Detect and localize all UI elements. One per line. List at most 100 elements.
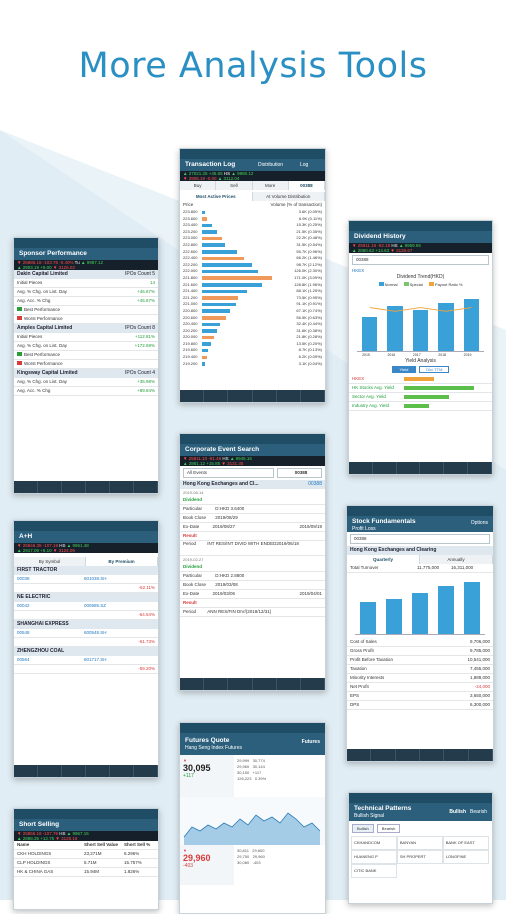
ah-stock-name[interactable]: SHANGHAI EXPRESS xyxy=(14,620,158,629)
row: Avg. % Chg. on List. Day +172.69% xyxy=(14,342,158,351)
view-tabs[interactable]: Most Active Prices At Volume Distribution xyxy=(180,192,325,201)
ah-stock-name[interactable]: NE ELECTRIC xyxy=(14,593,158,602)
ah-stock-name[interactable]: FIRST TRACTOR xyxy=(14,566,158,575)
pattern-item[interactable]: SH PROPERT xyxy=(396,850,443,864)
price-label: 221.000 xyxy=(183,301,198,307)
volume-bar xyxy=(202,276,272,280)
div-ttm-tab[interactable]: Div/ TTM xyxy=(419,366,450,373)
volume-label: 8.7K (0.13%) xyxy=(298,347,322,353)
short-row[interactable]: CKH HOLDINGS 23,271M 6.296% xyxy=(14,850,158,859)
search-input[interactable]: 00388 xyxy=(352,255,489,265)
short-name: HK & CHINA GAS xyxy=(17,869,54,874)
bottom-nav[interactable] xyxy=(349,462,492,474)
transaction-title: Transaction Log Distribution Log xyxy=(180,159,325,171)
volume-label: 6.9K (0.11%) xyxy=(298,215,322,221)
short-pct: 6.296% xyxy=(124,851,140,856)
turnover-chart xyxy=(355,576,485,635)
metric-row: Total Turnover 11,775,000 16,311,000 xyxy=(347,564,493,573)
corporate-event-card[interactable]: Corporate Event Search ▼ 25811.10 -81.48… xyxy=(179,433,326,691)
price-label: 221.600 xyxy=(183,281,198,287)
futures-change-2: -403 xyxy=(183,863,194,869)
volume-row: 220.200 31.6K (0.38%) xyxy=(180,328,325,335)
sponsor-firm-2[interactable]: Amples Capital Limited IPOs Count 8 xyxy=(14,324,158,333)
pattern-item[interactable]: CITIC BANK xyxy=(351,864,397,878)
technical-patterns-card[interactable]: Technical Patterns Bullish Signal Bullish B… xyxy=(348,792,493,904)
volume-row: 219.400 6.2K (0.09%) xyxy=(180,354,325,361)
volume-bar xyxy=(202,256,244,261)
short-row[interactable]: CLP HOLDINGS 5.71M 15.757% xyxy=(14,859,158,868)
transaction-log-card[interactable]: Transaction Log Distribution Log ▲ 27021.2… xyxy=(179,148,326,403)
signal-tab[interactable]: Bearish xyxy=(376,824,401,833)
volume-row: 220.600 56.5K (0.63%) xyxy=(180,315,325,322)
period-tabs[interactable]: Quarterly Annually xyxy=(347,555,493,564)
premium-value: -59.20% xyxy=(138,666,155,671)
status-bar xyxy=(14,521,158,531)
pattern-item[interactable]: LONGFINE xyxy=(442,850,489,864)
stock-fundamentals-card[interactable]: Stock Fundamentals Profit Loss Options 003… xyxy=(346,505,494,762)
dividend-bar xyxy=(412,310,429,351)
ah-codes: 00548 600548.SH xyxy=(14,629,158,638)
ah-stock-name[interactable]: ZHENGZHOU COAL xyxy=(14,647,158,656)
price-label: 223.200 xyxy=(183,228,198,234)
h-share-code: 00042 xyxy=(17,603,30,608)
index-ticker: ▼ 25866.18 -107.76 HS ▲ 9967.15 ▲ 2888.35… xyxy=(14,831,158,841)
price-label: 223.000 xyxy=(183,235,198,241)
turnover-bar xyxy=(386,599,402,634)
signal-tab[interactable]: Bullish xyxy=(352,824,374,833)
event-row: Book Close 2019/08/29 xyxy=(180,514,325,523)
volume-bar xyxy=(202,243,226,247)
volume-bar xyxy=(202,223,212,228)
dividend-bar xyxy=(463,298,479,351)
dividend-bar xyxy=(438,302,454,351)
volume-label: 22.2K (0.48%) xyxy=(296,235,322,241)
short-pct: 1.826% xyxy=(124,869,140,874)
bottom-nav[interactable] xyxy=(347,749,493,761)
bottom-nav[interactable] xyxy=(180,390,325,402)
futures-card[interactable]: Futures Quote Hang Seng Index Futures Futu… xyxy=(179,722,326,914)
row-value: 10,541,000 xyxy=(467,657,490,662)
volume-bar xyxy=(202,283,262,287)
volume-row: 223.800 3.6K (0.05%) xyxy=(180,209,325,216)
volume-row: 222.000 126.0K (2.30%) xyxy=(180,268,325,275)
chart-title: Dividend Trend(HKD) xyxy=(396,274,445,280)
status-bar xyxy=(14,809,158,819)
futures-chart xyxy=(180,797,325,845)
turnover-bar xyxy=(412,593,428,634)
event-row: Period ANN RES/FIN DIV/(2018/12/31) xyxy=(180,608,325,617)
a-h-card[interactable]: A+H ▼ 25846.35 -107.19 HS ▲ 9961.48 ▲ 291… xyxy=(13,520,159,778)
short-selling-card[interactable]: Short Selling ▼ 25866.18 -107.76 HS ▲ 99… xyxy=(13,808,159,910)
pattern-item[interactable]: HUANENG P xyxy=(351,850,397,864)
bottom-nav[interactable] xyxy=(14,765,158,777)
row-value: 1,889,000 xyxy=(469,675,490,680)
year-label: 2018 xyxy=(438,353,447,357)
pattern-item[interactable]: BANK OF EAST xyxy=(442,836,489,850)
sponsor-firm-3[interactable]: Kingsway Capital Limited IPOs Count 4 xyxy=(14,369,158,378)
year-label: 2017 xyxy=(412,353,421,357)
price-label: 220.800 xyxy=(183,307,198,313)
bottom-nav[interactable] xyxy=(180,678,325,690)
event-type: Result xyxy=(180,599,325,608)
sort-tabs[interactable]: By Symbol By Premium xyxy=(14,557,158,566)
yield-tab[interactable]: Yield xyxy=(391,366,417,373)
sponsor-performance-card[interactable]: Sponsor Performance ▼ 25886.18 -103.76 -… xyxy=(13,237,159,494)
row: Avg. Acc. % Chg +89.84% xyxy=(14,387,158,396)
volume-row: 223.000 22.2K (0.48%) xyxy=(180,235,325,242)
code-input[interactable]: 00388 xyxy=(277,468,322,478)
ah-premium: -62.11% xyxy=(14,584,158,593)
event-filter[interactable]: All Events xyxy=(183,468,274,478)
company-name: Hong Kong Exchanges and Cl... 00388 xyxy=(180,480,325,489)
sponsor-firm-1[interactable]: Dakin Capital Limited IPOs Count 5 xyxy=(14,270,158,279)
yield-row: Sector Avg. Yield xyxy=(349,393,492,402)
fundamental-row: EPS 3,650,000 xyxy=(347,692,493,701)
pattern-item[interactable]: CKHANDCOM xyxy=(351,836,397,850)
dividend-history-card[interactable]: Dividend History ▼ 25911.18 -92.18 HS ▲ … xyxy=(348,220,493,475)
pattern-item[interactable]: BANYAN xyxy=(396,836,443,850)
search-input[interactable]: 00388 xyxy=(350,534,490,544)
ah-codes: 00564 601717.SH xyxy=(14,656,158,665)
event-type: Dividend xyxy=(180,563,325,572)
a-share-code: 600548.SH xyxy=(84,630,107,635)
bottom-nav[interactable] xyxy=(14,481,158,493)
side-tabs[interactable]: Buy Sell More 00388 xyxy=(180,181,325,190)
ah-premium: -61.73% xyxy=(14,638,158,647)
short-row[interactable]: HK & CHINA GAS 15.94M 1.826% xyxy=(14,868,158,877)
